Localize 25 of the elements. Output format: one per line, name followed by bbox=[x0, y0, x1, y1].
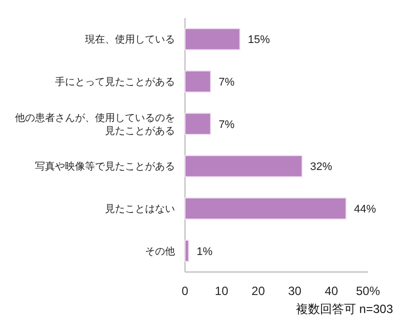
bar bbox=[184, 70, 212, 93]
y-tick-label: 手にとって見たことがある bbox=[55, 76, 175, 88]
x-tick-label: 50% bbox=[356, 284, 380, 298]
x-tick-label: 40 bbox=[324, 284, 338, 298]
bar bbox=[184, 240, 190, 262]
data-label: 1% bbox=[196, 246, 213, 258]
data-label: 15% bbox=[248, 34, 270, 46]
x-tick-label: 10 bbox=[214, 284, 229, 298]
bar bbox=[184, 112, 212, 135]
x-tick-label: 0 bbox=[182, 284, 189, 298]
y-tick-label: 他の患者さんが、使用しているのを見たことがある bbox=[15, 112, 175, 137]
data-label: 44% bbox=[354, 204, 376, 216]
y-tick-label: 現在、使用している bbox=[85, 34, 175, 46]
x-tick-label: 30 bbox=[288, 284, 302, 298]
bar bbox=[184, 28, 240, 50]
bar bbox=[184, 155, 303, 178]
x-tick-label: 20 bbox=[252, 284, 266, 298]
data-label: 7% bbox=[218, 118, 235, 131]
bar bbox=[184, 197, 347, 220]
y-tick-label: その他 bbox=[145, 245, 175, 258]
data-label: 7% bbox=[218, 76, 235, 88]
data-label: 32% bbox=[310, 161, 332, 174]
y-tick-label: 見たことはない bbox=[105, 204, 175, 215]
text: 複数回答可 n=303 bbox=[296, 302, 394, 316]
y-tick-label: 写真や映像等で見たことがある bbox=[35, 160, 175, 173]
